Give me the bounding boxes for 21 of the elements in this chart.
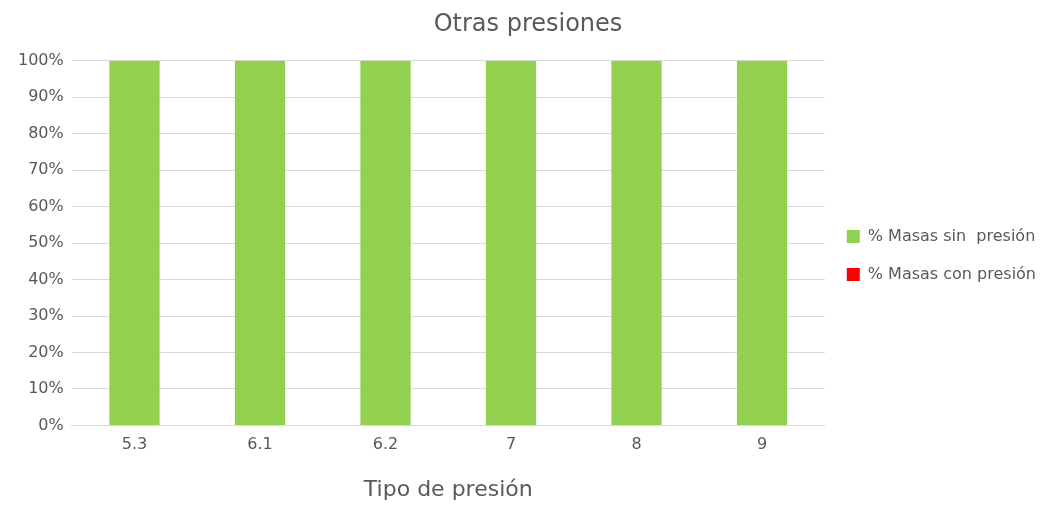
- y-tick-label: 10%: [28, 378, 64, 398]
- y-tick-label: 60%: [28, 195, 64, 215]
- y-tick-label: 90%: [28, 86, 64, 106]
- legend-label: % Masas con presión: [867, 263, 1037, 283]
- y-tick-label: 80%: [28, 122, 64, 142]
- y-tick-label: 70%: [28, 159, 64, 179]
- x-tick-label: 7: [505, 434, 517, 454]
- legend-label: % Masas sin presión: [867, 225, 1036, 245]
- y-tick-label: 50%: [28, 232, 64, 252]
- x-axis-title: Tipo de presión: [362, 475, 533, 501]
- chart-title: Otras presiones: [433, 8, 623, 37]
- y-tick-label: 20%: [28, 341, 64, 361]
- x-tick-label: 5.3: [121, 434, 148, 454]
- y-tick-label: 0%: [38, 414, 64, 434]
- x-tick-label: 8: [631, 434, 642, 454]
- x-tick-label: 6.1: [247, 434, 273, 454]
- x-tick-label: 9: [756, 434, 768, 454]
- y-tick-label: 40%: [28, 268, 64, 288]
- y-tick-label: 100%: [17, 49, 64, 69]
- y-tick-label: 30%: [28, 305, 64, 325]
- x-tick-label: 6.2: [372, 434, 399, 454]
